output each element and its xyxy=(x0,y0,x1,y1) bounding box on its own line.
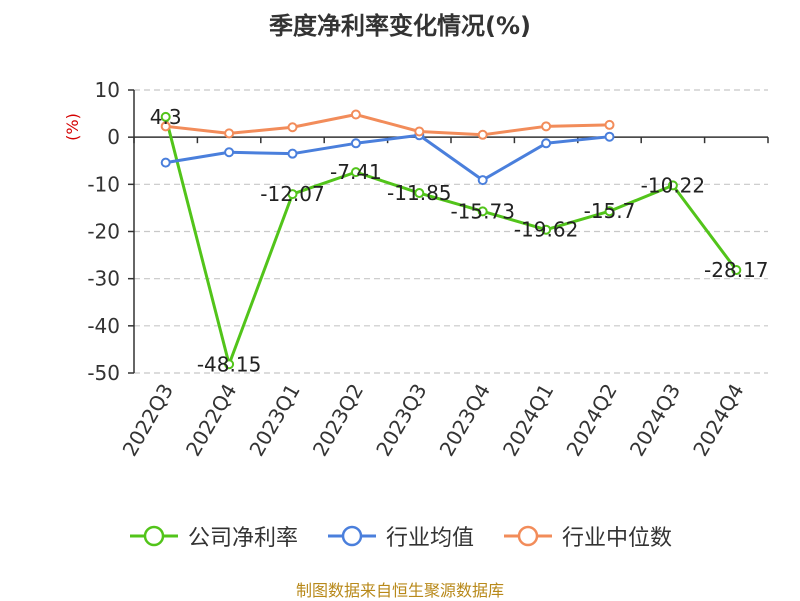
data-labels: 4.3-48.15-12.07-7.41-11.85-15.73-19.62-1… xyxy=(150,105,769,376)
legend-label: 公司净利率 xyxy=(187,526,298,551)
x-tick-label: 2023Q3 xyxy=(371,380,431,461)
data-label: -15.7 xyxy=(584,199,636,223)
data-point xyxy=(477,129,488,140)
legend: 公司净利率 行业均值 行业中位数 xyxy=(0,518,800,554)
data-label: -11.85 xyxy=(387,181,451,205)
data-point xyxy=(414,188,425,199)
data-point xyxy=(287,189,298,200)
data-point xyxy=(477,175,488,186)
data-point xyxy=(224,147,235,158)
y-tick-label: -20 xyxy=(87,220,120,244)
source-note: 制图数据来自恒生聚源数据库 xyxy=(295,581,504,600)
data-label: -28.17 xyxy=(704,258,768,282)
legend-marker-icon xyxy=(504,525,552,547)
x-tick-label: 2024Q3 xyxy=(625,380,685,461)
data-point xyxy=(604,119,615,130)
x-tick-label: 2022Q3 xyxy=(118,380,178,461)
legend-marker-icon xyxy=(327,525,376,547)
data-point xyxy=(477,206,488,217)
data-label: -48.15 xyxy=(197,352,261,376)
y-axis-title: (%) xyxy=(63,113,82,141)
data-point xyxy=(224,359,235,370)
x-tick-label: 2023Q4 xyxy=(435,380,495,461)
data-label: 4.3 xyxy=(150,105,182,129)
data-point xyxy=(287,148,298,159)
data-label: -10.22 xyxy=(641,173,705,197)
data-point xyxy=(224,128,235,139)
data-point xyxy=(541,224,552,235)
y-tick-label: -10 xyxy=(87,172,120,196)
grid-lines xyxy=(134,89,768,374)
x-tick-label: 2024Q2 xyxy=(561,380,621,461)
series-line xyxy=(165,133,610,182)
data-point xyxy=(667,180,678,191)
legend-item[interactable]: 行业中位数 xyxy=(502,520,672,552)
legend-label: 行业均值 xyxy=(385,526,474,551)
legend-label: 行业中位数 xyxy=(562,526,673,551)
data-label: -7.41 xyxy=(330,160,382,184)
legend-item[interactable]: 行业均值 xyxy=(326,520,474,552)
y-tick-label: 0 xyxy=(107,125,120,149)
data-point xyxy=(160,121,171,132)
data-label: -15.73 xyxy=(450,199,514,223)
x-tick-label: 2022Q4 xyxy=(181,380,241,461)
data-point xyxy=(541,138,552,149)
legend-marker-icon xyxy=(129,525,178,547)
data-point xyxy=(350,109,361,120)
data-point xyxy=(350,138,361,149)
data-point xyxy=(604,206,615,217)
data-point xyxy=(350,167,361,178)
chart-title: 季度净利率变化情况(%) xyxy=(269,12,531,40)
data-point xyxy=(604,131,615,142)
series-line xyxy=(164,116,738,366)
x-tick-label: 2023Q1 xyxy=(244,380,304,461)
series xyxy=(160,109,742,370)
data-point xyxy=(287,122,298,133)
x-tick-label: 2024Q4 xyxy=(688,380,748,461)
data-point xyxy=(160,157,171,168)
data-label: -12.07 xyxy=(260,182,324,206)
y-tick-label: -30 xyxy=(87,267,120,291)
y-tick-label: -50 xyxy=(87,361,120,385)
data-point xyxy=(731,265,742,276)
y-tick-label: 10 xyxy=(95,78,120,102)
data-point xyxy=(541,121,552,132)
series-line xyxy=(165,113,610,137)
data-point xyxy=(414,126,425,137)
x-tick-label: 2023Q2 xyxy=(308,380,368,461)
legend-item[interactable]: 公司净利率 xyxy=(128,520,298,552)
data-label: -19.62 xyxy=(514,218,578,242)
data-point xyxy=(160,111,171,122)
x-tick-label: 2024Q1 xyxy=(498,380,558,461)
y-tick-label: -40 xyxy=(87,314,120,338)
